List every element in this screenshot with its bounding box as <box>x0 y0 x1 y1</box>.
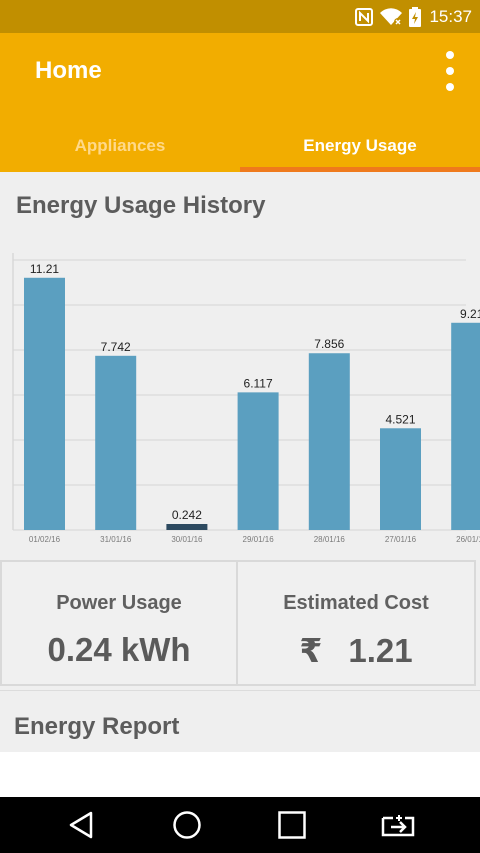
chart-bar[interactable] <box>308 353 350 530</box>
chart-bar[interactable] <box>451 322 480 530</box>
power-usage-label: Power Usage <box>56 592 182 614</box>
chart-bar[interactable] <box>24 277 65 530</box>
estimated-cost-card: Estimated Cost ₹ 1.21 <box>238 560 476 686</box>
wifi-icon <box>379 7 403 26</box>
tab-bar: Appliances Energy Usage <box>0 119 480 172</box>
chart-bar[interactable] <box>166 524 208 530</box>
chart-data-label: 7.742 <box>101 340 131 354</box>
currency-symbol: ₹ <box>299 632 323 669</box>
estimated-cost-value: 1.21 <box>348 632 413 669</box>
app-bar: Home Appliances Energy Usage <box>0 33 480 172</box>
chart-bar[interactable] <box>237 392 279 530</box>
report-content <box>0 752 480 797</box>
energy-report-title: Energy Report <box>14 713 180 740</box>
tab-energy-usage[interactable]: Energy Usage <box>240 119 480 172</box>
energy-usage-chart[interactable]: 11.21 01/02/16 7.742 31/01/16 0.242 30/01/16 6… <box>0 245 480 550</box>
chart-tick-label: 01/02/16 <box>29 535 61 544</box>
home-button[interactable] <box>157 797 217 853</box>
recents-button[interactable] <box>262 797 322 853</box>
estimated-cost-value-row: ₹ 1.21 <box>299 631 412 670</box>
chart-bar[interactable] <box>380 428 421 530</box>
recents-icon <box>278 811 306 839</box>
system-nav-bar <box>0 797 480 853</box>
nfc-icon <box>355 7 374 26</box>
chart-tick-label: 26/01/16 <box>456 535 480 544</box>
chart-data-label: 0.242 <box>172 508 202 522</box>
chart-bar[interactable] <box>95 355 137 530</box>
battery-charging-icon <box>409 6 422 27</box>
back-button[interactable] <box>52 797 112 853</box>
overflow-menu-button[interactable] <box>440 51 460 91</box>
energy-report-section[interactable]: Energy Report <box>0 690 480 754</box>
power-usage-value: 0.24 kWh <box>47 631 191 668</box>
home-icon <box>173 811 201 839</box>
chart-data-label: 6.117 <box>244 376 273 390</box>
chart-tick-label: 28/01/16 <box>314 535 346 544</box>
switch-app-icon <box>381 815 415 837</box>
power-usage-card: Power Usage 0.24 kWh <box>0 560 238 686</box>
estimated-cost-label: Estimated Cost <box>283 592 429 614</box>
summary-cards: Power Usage 0.24 kWh Estimated Cost ₹ 1.… <box>0 560 480 690</box>
status-time: 15:37 <box>429 6 472 26</box>
back-icon <box>69 811 93 839</box>
chart-tick-label: 31/01/16 <box>100 535 132 544</box>
chart-tick-label: 29/01/16 <box>243 535 275 544</box>
status-bar: 15:37 <box>0 0 480 33</box>
status-icons: 15:37 <box>355 0 472 33</box>
chart-data-label: 4.521 <box>385 412 415 426</box>
chart-data-label: 7.856 <box>314 337 344 351</box>
chart-data-label: 9.21 <box>460 307 480 321</box>
tab-appliances[interactable]: Appliances <box>74 135 166 155</box>
chart-data-label: 11.21 <box>30 262 59 276</box>
page-title: Home <box>35 57 102 84</box>
chart-tick-label: 30/01/16 <box>171 535 203 544</box>
chart-tick-label: 27/01/16 <box>385 535 417 544</box>
more-vert-icon <box>446 51 454 59</box>
switch-app-button[interactable] <box>368 797 428 853</box>
energy-history-title: Energy Usage History <box>16 192 266 219</box>
chart-svg: 11.21 01/02/16 7.742 31/01/16 0.242 30/01/16 6… <box>12 253 480 544</box>
